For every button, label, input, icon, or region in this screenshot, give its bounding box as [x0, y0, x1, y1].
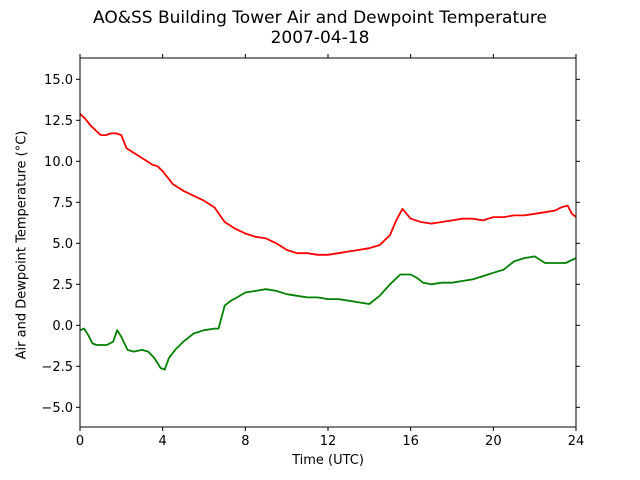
x-axis: 0 4 8 12 16 20 24 [76, 54, 584, 449]
y-tick-label: 0.0 [52, 319, 73, 334]
series-line-0 [79, 113, 577, 256]
x-tick-label: 16 [402, 434, 419, 449]
x-tick-label: 8 [241, 434, 249, 449]
x-axis-label: Time (UTC) [292, 453, 364, 468]
y-axis-label: Air and Dewpoint Temperature (°C) [14, 130, 30, 360]
chart-subtitle: 2007-04-18 [270, 28, 370, 48]
y-tick-label: 15.0 [44, 73, 73, 88]
series-layer [79, 113, 577, 371]
x-tick-label: 12 [320, 434, 337, 449]
chart-title: AO&SS Building Tower Air and Dewpoint Te… [92, 8, 547, 28]
x-tick-label: 0 [76, 434, 84, 449]
x-tick-label: 4 [159, 434, 167, 449]
x-tick-label: 20 [485, 434, 502, 449]
y-tick-label: 5.0 [52, 237, 73, 252]
y-tick-label: 10.0 [44, 155, 73, 170]
axes-frame [79, 57, 577, 428]
y-tick-label: 2.5 [52, 278, 73, 293]
y-tick-label: −2.5 [41, 360, 73, 375]
y-axis: −5.0 −2.5 0.0 2.5 5.0 7.5 10.0 12.5 15.0 [41, 73, 580, 416]
series-line-1 [79, 255, 577, 371]
y-tick-label: 7.5 [52, 196, 73, 211]
x-tick-label: 24 [568, 434, 585, 449]
y-tick-label: −5.0 [41, 401, 73, 416]
y-tick-label: 12.5 [44, 114, 73, 129]
